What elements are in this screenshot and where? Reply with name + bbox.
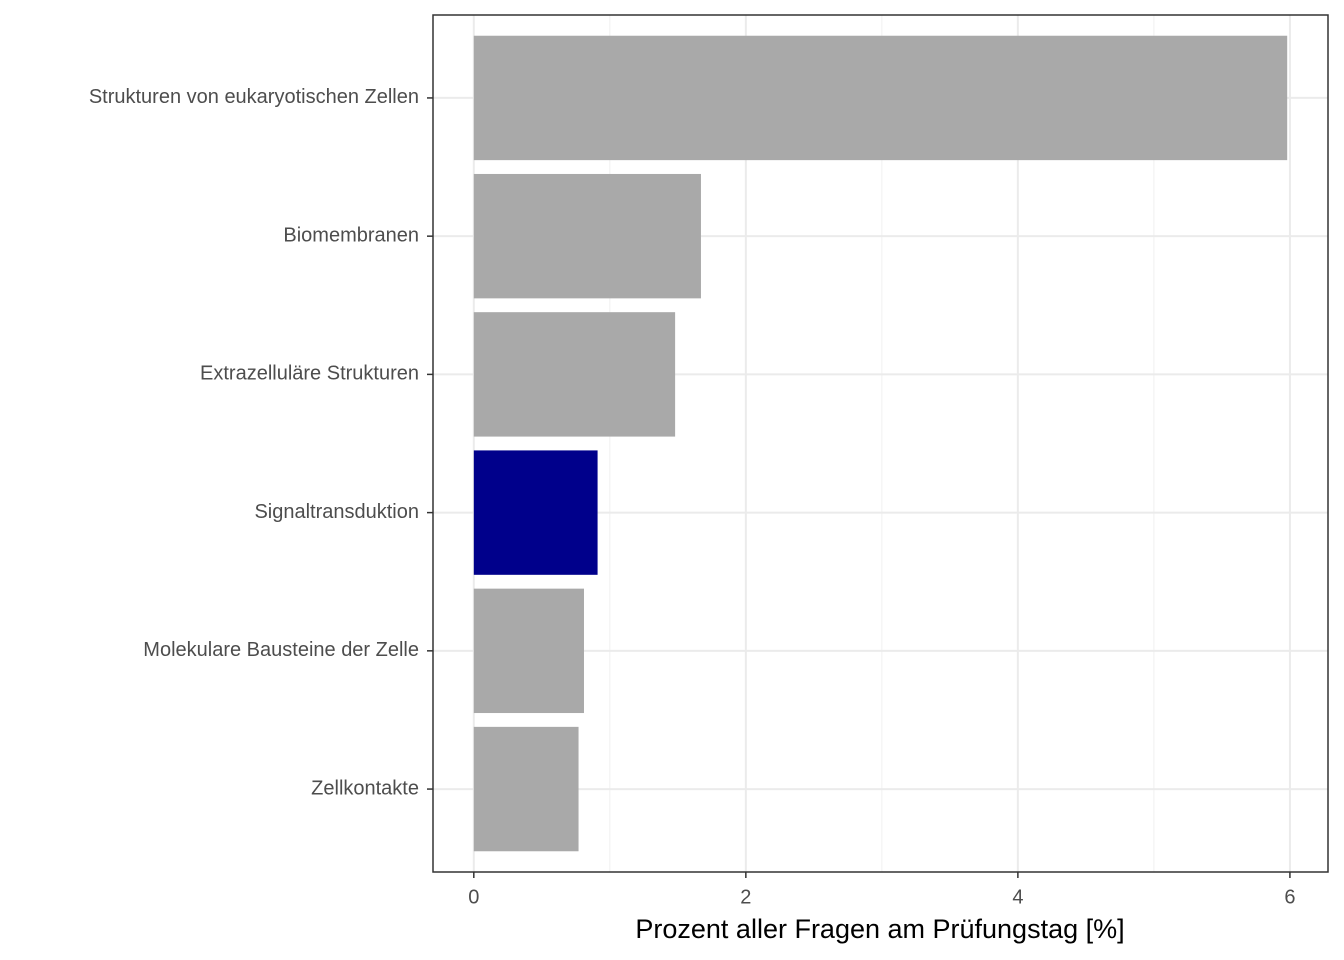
x-tick-label: 0 [468, 886, 479, 908]
bar [473, 726, 579, 852]
bar [473, 312, 676, 437]
bar [473, 35, 1288, 161]
y-tick-label: Zellkontakte [311, 777, 419, 799]
y-tick-label: Extrazelluläre Strukturen [200, 363, 419, 385]
y-tick-label: Strukturen von eukaryotischen Zellen [89, 86, 419, 108]
panel-border [432, 14, 1329, 873]
bar [473, 450, 598, 575]
x-tick-label: 4 [1012, 886, 1023, 908]
x-axis-label: Prozent aller Fragen am Prüfungstag [%] [635, 914, 1124, 944]
bar [473, 588, 584, 714]
x-tick-label: 6 [1284, 886, 1295, 908]
bar [473, 173, 701, 299]
y-tick-label: Signaltransduktion [254, 501, 419, 523]
x-tick-label: 2 [740, 886, 751, 908]
y-tick-label: Molekulare Bausteine der Zelle [143, 639, 419, 661]
y-tick-label: Biomembranen [283, 224, 419, 246]
